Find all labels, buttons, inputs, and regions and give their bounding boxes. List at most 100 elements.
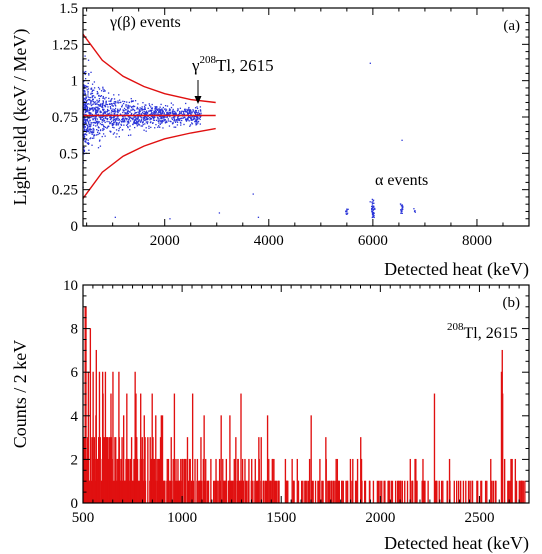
data-point <box>145 111 147 114</box>
data-point <box>158 118 160 120</box>
data-point <box>119 113 122 115</box>
data-point <box>97 129 99 132</box>
data-point <box>126 112 128 114</box>
data-point <box>143 106 146 108</box>
data-point <box>83 113 85 115</box>
data-point <box>131 109 133 111</box>
data-point <box>155 113 157 115</box>
data-point <box>97 92 99 94</box>
data-point <box>162 110 164 113</box>
data-point <box>372 199 375 201</box>
data-point <box>83 89 85 92</box>
data-point <box>134 110 136 112</box>
data-point <box>114 113 116 115</box>
data-point <box>153 110 155 113</box>
data-point <box>132 106 134 108</box>
data-point <box>86 119 88 121</box>
data-point <box>145 116 148 118</box>
data-point <box>88 74 90 76</box>
data-point <box>97 109 99 111</box>
data-point <box>400 209 402 211</box>
data-point <box>174 121 177 123</box>
data-point <box>144 117 146 120</box>
data-point <box>136 118 138 120</box>
data-point <box>96 99 98 101</box>
data-point <box>177 118 180 120</box>
data-point <box>135 115 137 117</box>
data-point <box>109 112 111 114</box>
data-point <box>114 120 117 122</box>
data-point <box>97 133 99 136</box>
data-point <box>95 106 97 108</box>
data-point <box>129 111 131 113</box>
data-point <box>190 113 192 116</box>
data-point <box>184 109 186 111</box>
data-point <box>87 142 89 144</box>
data-point <box>119 101 121 104</box>
data-point <box>181 110 183 112</box>
data-point <box>167 113 169 116</box>
data-point <box>176 124 179 126</box>
data-point <box>133 122 135 125</box>
data-point <box>164 104 167 107</box>
data-point <box>99 111 102 114</box>
data-point <box>95 125 97 127</box>
data-point <box>163 120 165 122</box>
data-point <box>126 101 128 103</box>
data-point <box>142 121 144 123</box>
data-point <box>131 106 133 108</box>
data-point <box>146 121 148 123</box>
data-point <box>140 121 142 123</box>
data-point <box>186 111 188 113</box>
data-point <box>137 107 139 110</box>
data-point <box>97 110 99 113</box>
data-point <box>87 122 90 124</box>
data-point <box>157 118 159 120</box>
data-point <box>83 136 86 138</box>
data-point <box>372 216 374 218</box>
tl-peak-label: Tl, 2615 <box>464 325 518 342</box>
data-point <box>104 110 106 112</box>
data-point <box>128 107 130 109</box>
data-point <box>93 134 95 136</box>
data-point <box>106 108 109 111</box>
data-point <box>195 119 198 121</box>
data-point <box>191 112 193 114</box>
data-point <box>87 103 89 105</box>
data-point <box>177 108 179 110</box>
data-point <box>84 122 86 124</box>
data-point <box>122 110 125 112</box>
data-point <box>90 125 92 127</box>
data-point <box>373 205 375 208</box>
data-point <box>174 110 176 113</box>
data-point <box>180 124 182 126</box>
data-point <box>185 111 188 113</box>
data-point <box>196 111 198 114</box>
y-tick-label-a: 1 <box>71 74 79 90</box>
data-point <box>154 106 156 108</box>
data-point <box>194 115 196 118</box>
data-point <box>84 120 87 122</box>
data-point <box>160 122 162 124</box>
data-point <box>177 109 179 111</box>
data-point <box>84 108 86 110</box>
data-point <box>99 129 102 131</box>
data-point <box>89 120 91 122</box>
data-point <box>373 208 375 211</box>
data-point <box>102 124 105 126</box>
x-axis-label-b: Detected heat (keV) <box>384 533 529 554</box>
data-point <box>84 108 87 110</box>
data-point <box>98 100 100 102</box>
data-point <box>99 139 101 141</box>
data-point <box>85 121 87 124</box>
data-point <box>185 102 187 105</box>
data-point <box>174 120 176 122</box>
data-point <box>110 115 112 118</box>
data-point <box>218 212 221 214</box>
data-point <box>83 121 86 123</box>
data-point <box>91 96 94 98</box>
data-point <box>200 112 202 114</box>
data-point <box>413 208 415 210</box>
data-point <box>112 116 115 119</box>
data-point <box>170 113 172 115</box>
